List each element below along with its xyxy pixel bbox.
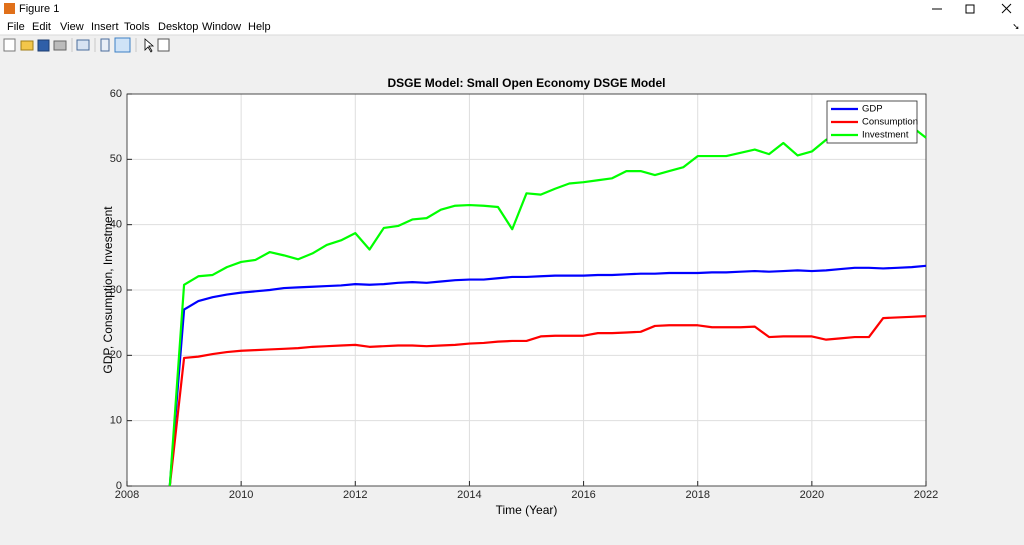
- menu-item[interactable]: Insert: [91, 21, 119, 33]
- y-tick-label: 20: [110, 349, 122, 361]
- chart: 2008 2010 2012 2014 2016 2018 2020 2022 0 10 20 30 4…: [101, 76, 938, 517]
- data-line: [168, 125, 927, 487]
- y-tick-label: 0: [116, 480, 122, 492]
- y-tick-label: 10: [110, 415, 122, 427]
- x-tick-label: 2010: [229, 489, 253, 501]
- menu-item[interactable]: Window: [202, 21, 241, 33]
- new-button[interactable]: [3, 38, 16, 52]
- menu-item[interactable]: Desktop: [158, 21, 198, 33]
- print-button[interactable]: [53, 40, 67, 51]
- y-axis-label: GDP, Consumption, Investment: [101, 206, 115, 374]
- legend: GDP Consumption Investment: [826, 100, 918, 144]
- menu-item[interactable]: Tools: [124, 21, 150, 33]
- menu: File Edit View Insert Tools Desktop Window Help: [7, 21, 271, 33]
- restore-button[interactable]: [965, 4, 975, 14]
- legend-button[interactable]: [114, 37, 131, 53]
- y-tick-label: 30: [110, 284, 122, 296]
- colorbar-button[interactable]: [100, 38, 110, 52]
- title-bar: [0, 0, 1024, 18]
- menu-dock-arrow[interactable]: ➘: [1012, 21, 1020, 31]
- x-tick-label: 2022: [914, 489, 938, 501]
- window-title: Figure 1: [19, 3, 59, 15]
- edit-plot-button[interactable]: [144, 38, 155, 53]
- x-tick-label: 2018: [685, 489, 709, 501]
- y-tick-label: 60: [110, 88, 122, 100]
- x-tick-label: 2012: [343, 489, 367, 501]
- toolbar: [0, 35, 1024, 55]
- save-button[interactable]: [37, 39, 50, 52]
- app-icon: [4, 3, 15, 14]
- x-tick-label: 2020: [800, 489, 824, 501]
- menu-item[interactable]: Help: [248, 21, 271, 33]
- toolbar-buttons: [3, 37, 170, 53]
- x-axis-label: Time (Year): [496, 503, 558, 517]
- print-preview-button[interactable]: [76, 39, 90, 51]
- y-tick-label: 40: [110, 219, 122, 231]
- y-tick-label: 50: [110, 153, 122, 165]
- x-tick-label: 2016: [571, 489, 595, 501]
- menu-item[interactable]: Edit: [32, 21, 51, 33]
- menu-item[interactable]: File: [7, 21, 25, 33]
- menu-bar: [0, 18, 1024, 35]
- legend-label: GDP: [862, 104, 883, 115]
- x-tick-label: 2008: [115, 489, 139, 501]
- legend-label: Investment: [862, 130, 909, 141]
- legend-label: Consumption: [862, 117, 918, 128]
- x-tick-label: 2014: [457, 489, 481, 501]
- data-line: [168, 264, 927, 487]
- open-button[interactable]: [20, 40, 34, 51]
- chart-title: DSGE Model: Small Open Economy DSGE Mode…: [387, 76, 665, 90]
- axes-box: [126, 93, 927, 487]
- close-button[interactable]: [1001, 3, 1012, 14]
- data-line: [168, 315, 927, 487]
- property-inspector-button[interactable]: [157, 38, 170, 52]
- menu-item[interactable]: View: [60, 21, 84, 33]
